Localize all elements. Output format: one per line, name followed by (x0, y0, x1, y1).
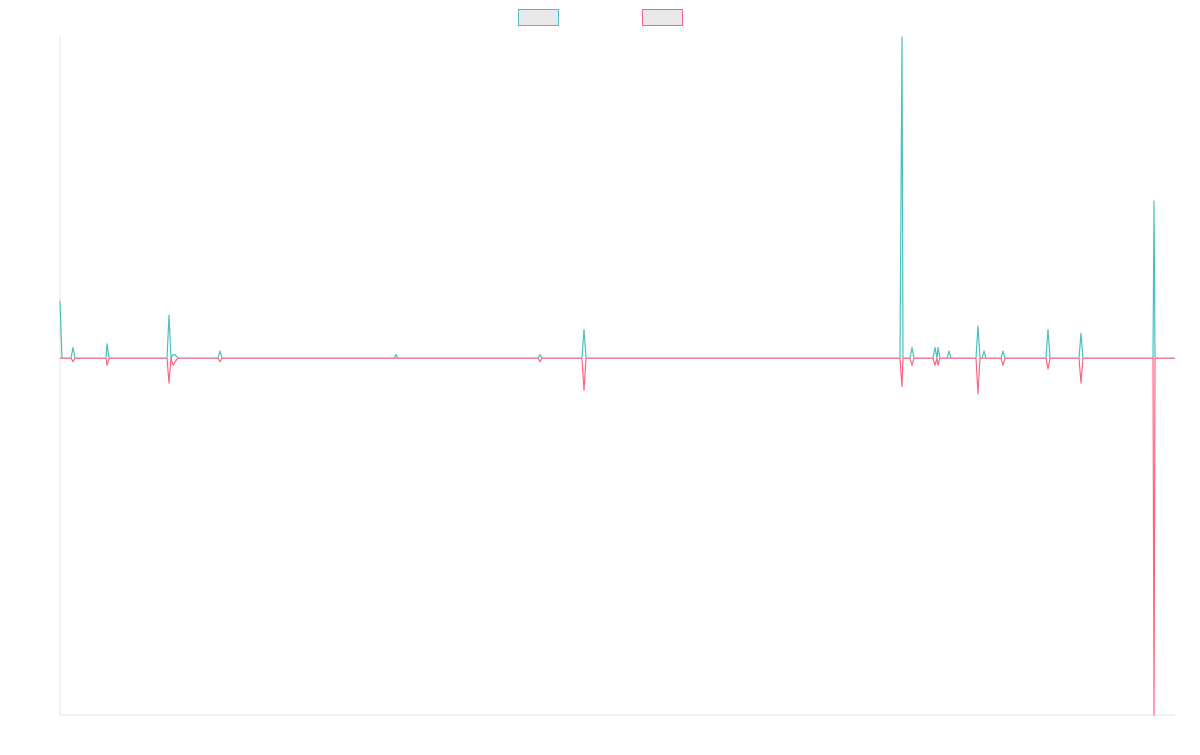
plot-area (59, 36, 1175, 716)
legend-swatch-1[interactable] (518, 9, 559, 26)
axes (59, 37, 1175, 716)
legend-swatch-2[interactable] (642, 9, 683, 26)
legend[interactable] (518, 9, 683, 26)
legend-item-1[interactable] (518, 9, 559, 26)
legend-item-2[interactable] (642, 9, 683, 26)
series-line-2 (60, 357, 1175, 716)
series-line-1 (59, 36, 1175, 359)
